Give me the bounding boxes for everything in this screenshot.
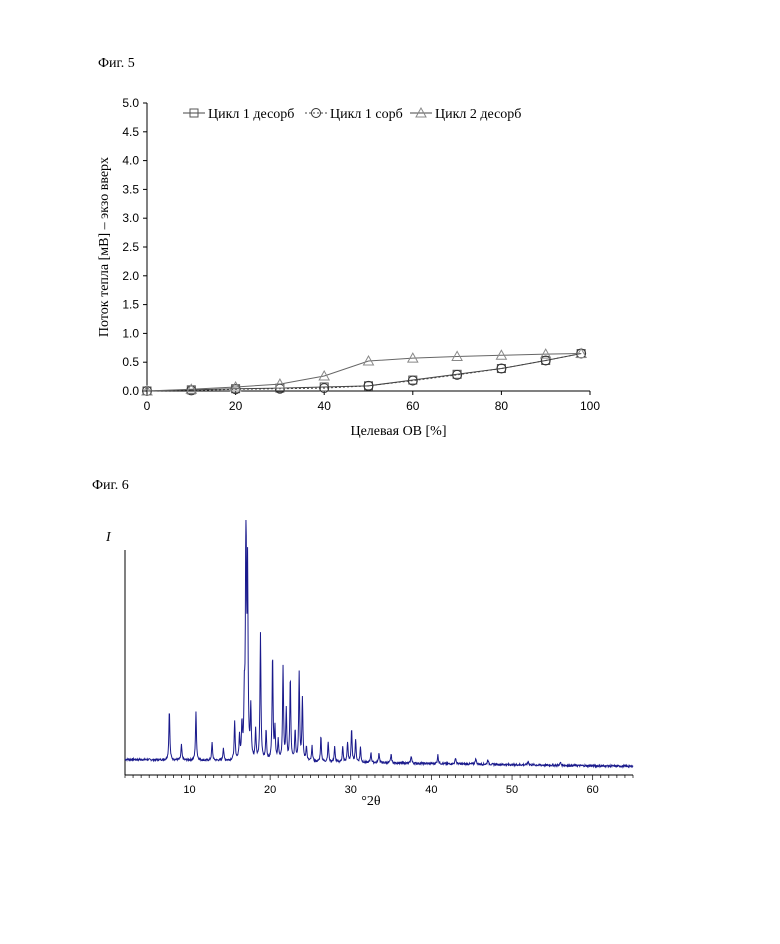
y-tick-label: 0.5: [122, 355, 139, 369]
y-tick-label: 4.5: [122, 125, 139, 139]
x-tick-label: 0: [144, 399, 151, 413]
heat-flow-chart: 0.0 0.5 1.0 1.5 2.0 2.5 3.0 3.5 4.0 4.5 5.0 0 20 40 60…: [97, 96, 600, 439]
xrd-x-tick-label: 50: [506, 784, 518, 796]
heat-flow-axes: [143, 103, 590, 395]
x-tick-label: 80: [495, 399, 509, 413]
y-tick-label: 3.0: [122, 211, 139, 225]
xrd-x-tick-label: 30: [345, 784, 357, 796]
y-tick-label: 3.5: [122, 182, 139, 196]
xrd-x-tick-label: 40: [425, 784, 437, 796]
legend-label: Цикл 2 десорб: [435, 107, 521, 122]
xrd-axes: [125, 550, 633, 780]
heat-flow-y-axis-label: Поток тепла [мВ] – экзо вверх: [97, 157, 112, 337]
y-tick-label: 4.0: [122, 154, 139, 168]
x-tick-label: 40: [318, 399, 332, 413]
heat-flow-x-axis-label: Целевая ОВ [%]: [350, 424, 446, 439]
legend-label: Цикл 1 десорб: [208, 107, 294, 122]
y-tick-label: 1.5: [122, 298, 139, 312]
xrd-y-axis-label: I: [105, 530, 112, 545]
legend-marker: [312, 109, 321, 118]
y-tick-label: 1.0: [122, 326, 139, 340]
x-tick-label: 100: [580, 399, 600, 413]
xrd-x-tick-label: 20: [264, 784, 276, 796]
heat-flow-tick-labels: 0.0 0.5 1.0 1.5 2.0 2.5 3.0 3.5 4.0 4.5 5.0 0 20 40 60…: [122, 96, 600, 413]
y-tick-label: 5.0: [122, 96, 139, 110]
legend-label: Цикл 1 сорб: [330, 107, 403, 122]
heat-flow-legend: Цикл 1 десорб Цикл 1 сорб Цикл 2 десорб: [183, 107, 521, 122]
heat-flow-series: [142, 349, 586, 396]
xrd-x-tick-label: 10: [183, 784, 195, 796]
x-tick-label: 20: [229, 399, 243, 413]
y-tick-label: 0.0: [122, 384, 139, 398]
xrd-x-axis-label: °2θ: [361, 794, 381, 809]
x-tick-label: 60: [406, 399, 420, 413]
y-tick-label: 2.5: [122, 240, 139, 254]
xrd-diffraction-trace: [125, 520, 633, 767]
xrd-tick-labels: 10 20 30 40 50 60: [183, 784, 598, 796]
xrd-x-tick-label: 60: [587, 784, 599, 796]
xrd-pattern-chart: 10 20 30 40 50 60 I °2θ: [105, 520, 633, 809]
y-tick-label: 2.0: [122, 269, 139, 283]
